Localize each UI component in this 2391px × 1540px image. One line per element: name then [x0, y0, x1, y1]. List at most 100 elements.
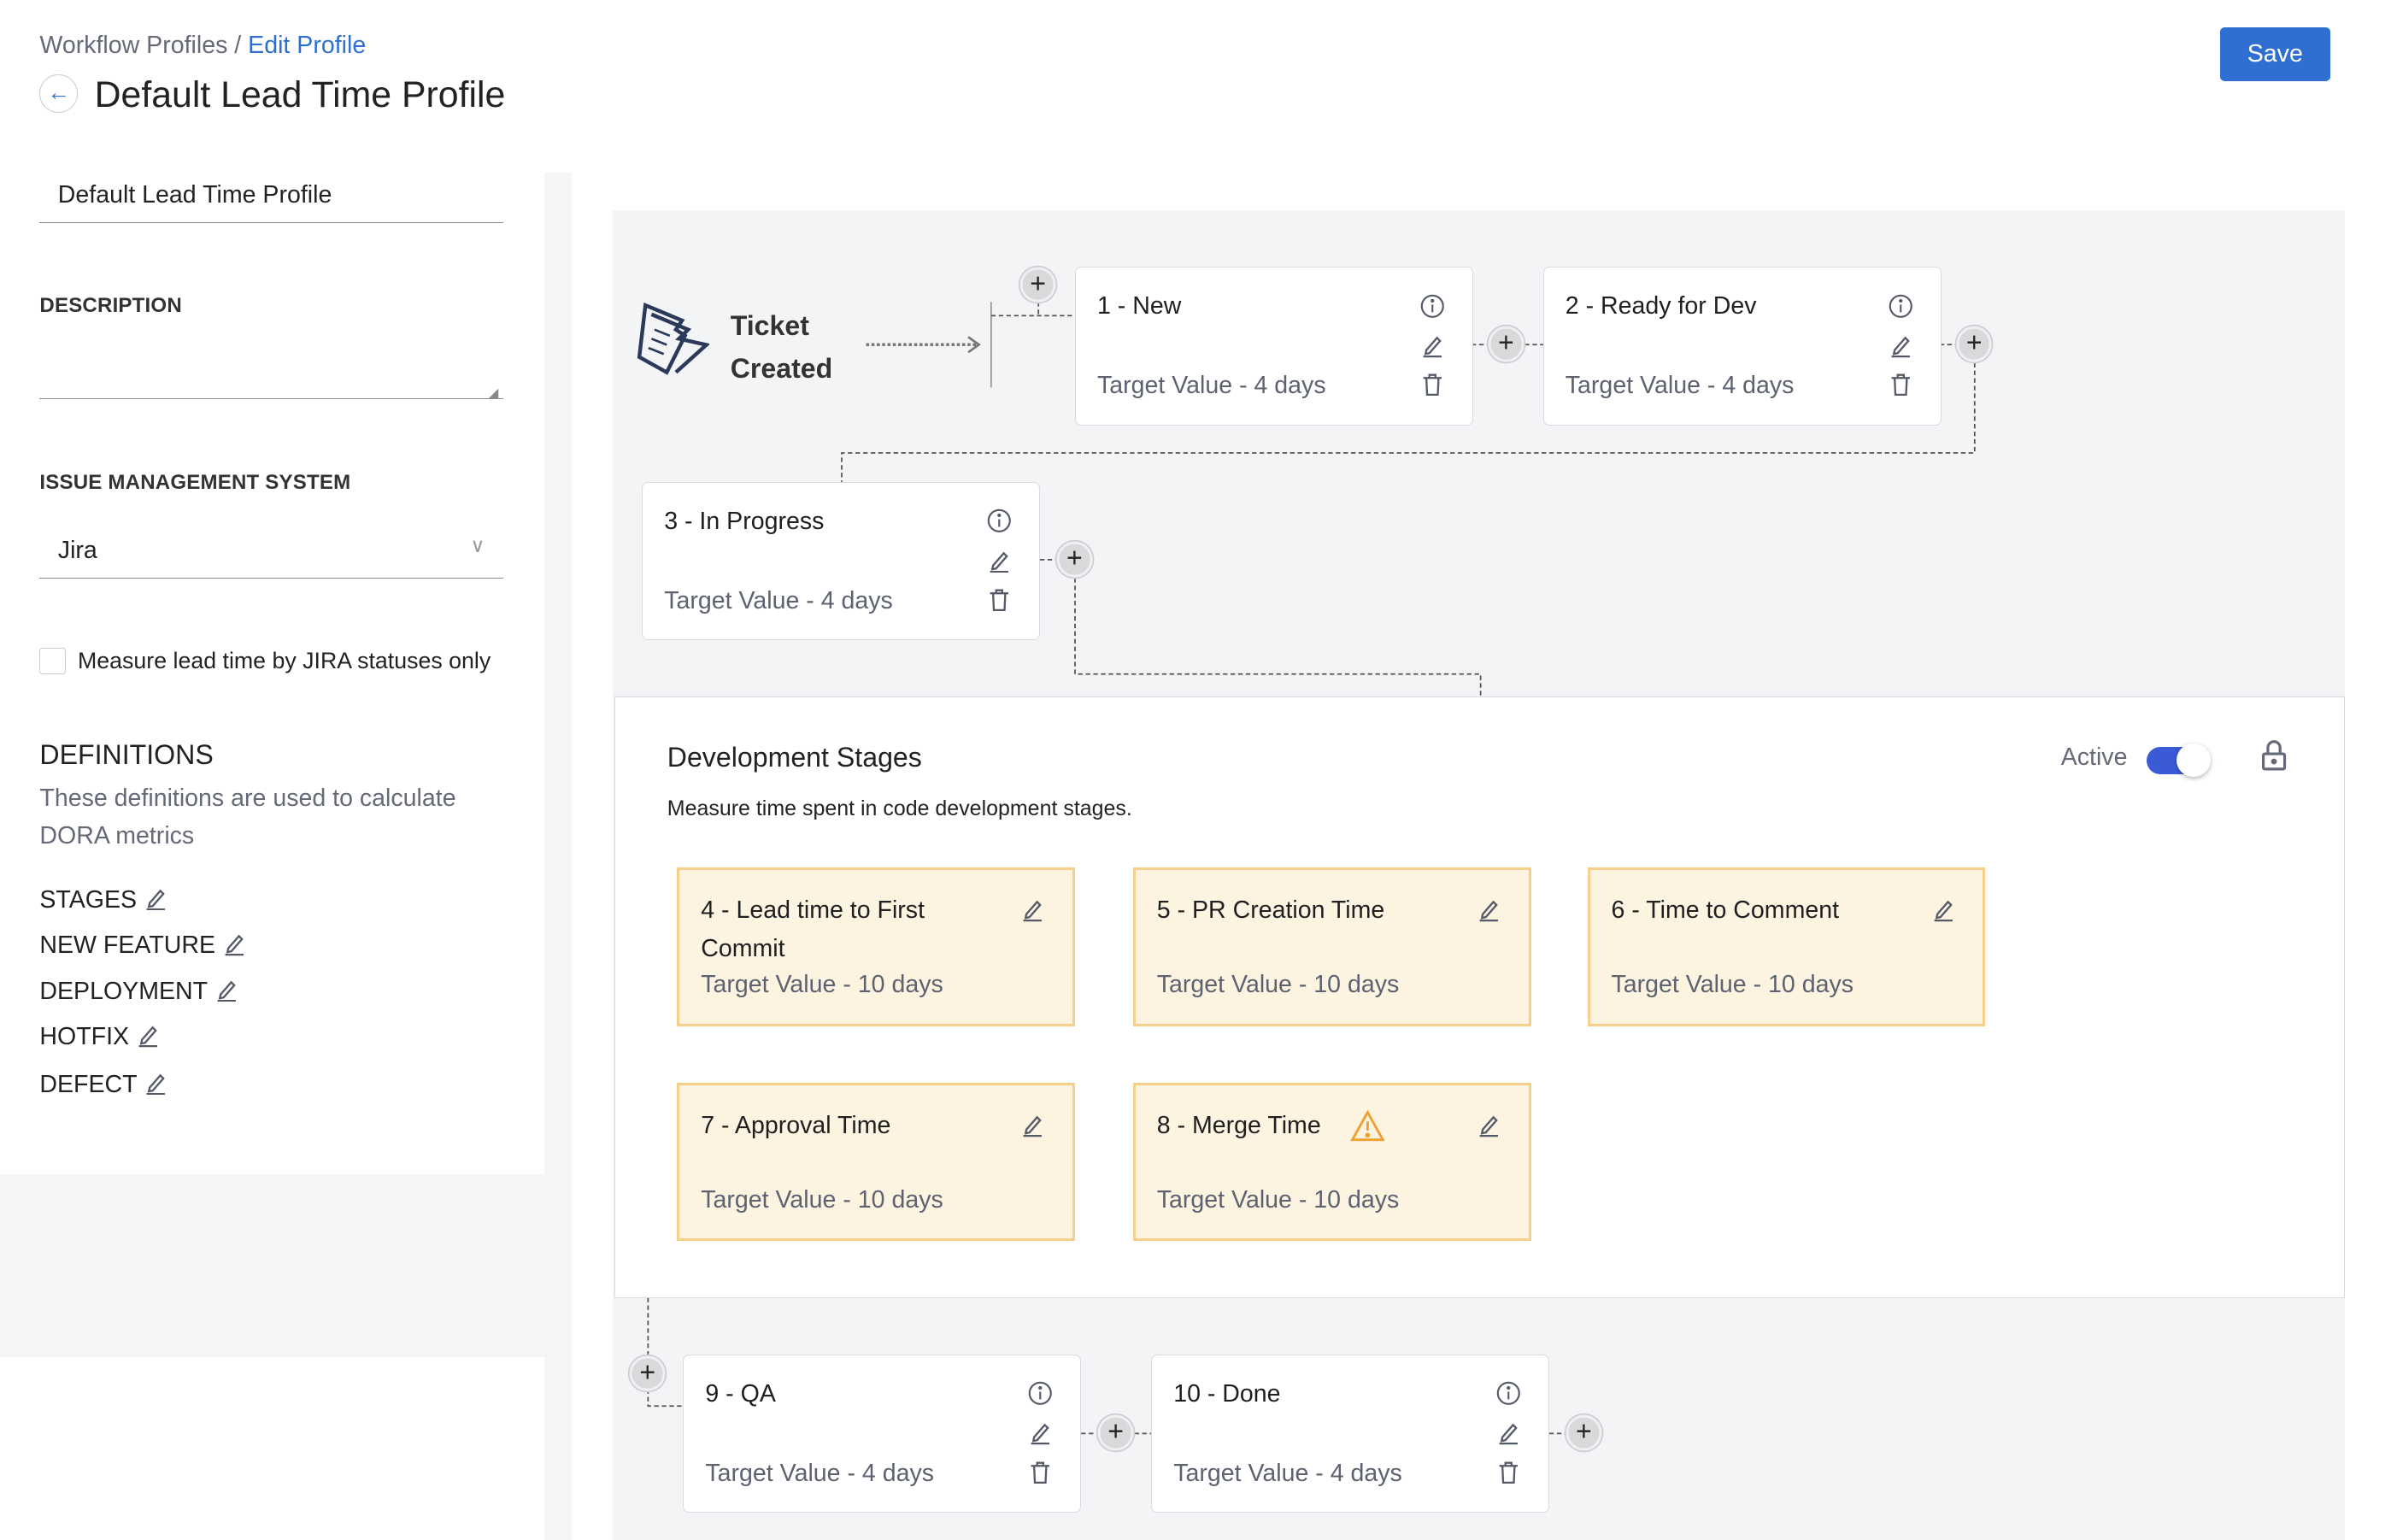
- pencil-icon[interactable]: [222, 932, 247, 963]
- left-panel-bg: [0, 1173, 573, 1358]
- pencil-icon[interactable]: [144, 886, 168, 918]
- add-stage-button[interactable]: +: [1097, 1414, 1134, 1451]
- trash-icon[interactable]: [1028, 1461, 1053, 1485]
- stage-title: 4 - Lead time to First Commit: [701, 896, 925, 962]
- add-stage-button[interactable]: +: [1956, 326, 1993, 362]
- pencil-icon[interactable]: [214, 978, 239, 1009]
- connector: [990, 302, 1076, 317]
- stage-card[interactable]: 9 - QA Target Value - 4 days: [683, 1354, 1082, 1514]
- dev-stages-title: Development Stages: [667, 742, 922, 773]
- stage-target: Target Value - 10 days: [1156, 1185, 1400, 1214]
- add-stage-button[interactable]: +: [629, 1355, 666, 1392]
- plus-icon: +: [1030, 267, 1046, 299]
- toggle-knob: [2177, 744, 2211, 778]
- definition-item[interactable]: DEPLOYMENT: [39, 978, 238, 1009]
- add-stage-button[interactable]: +: [1488, 326, 1524, 362]
- ticket-label: Ticket: [730, 309, 809, 341]
- trash-icon[interactable]: [1496, 1461, 1521, 1485]
- pencil-icon[interactable]: [987, 549, 1012, 573]
- dev-stage-card[interactable]: 5 - PR Creation Time Target Value - 10 d…: [1132, 867, 1531, 1026]
- dev-stage-card[interactable]: 7 - Approval Time Target Value - 10 days: [677, 1082, 1075, 1242]
- pencil-icon[interactable]: [1020, 1113, 1045, 1137]
- ticket-icon: [637, 302, 709, 375]
- pencil-icon[interactable]: [1477, 897, 1501, 922]
- back-button[interactable]: ←: [39, 74, 79, 114]
- definition-label: HOTFIX: [39, 1023, 130, 1051]
- definition-item[interactable]: STAGES: [39, 886, 167, 918]
- dev-stage-card[interactable]: 8 - Merge Time Target Value - 10 days: [1132, 1082, 1531, 1242]
- plus-icon: +: [1965, 326, 1983, 358]
- stage-target: Target Value - 10 days: [1156, 971, 1400, 999]
- add-stage-button[interactable]: +: [1019, 267, 1056, 303]
- definition-item[interactable]: NEW FEATURE: [39, 932, 246, 963]
- ticket-created-label: Ticket Created: [731, 305, 833, 391]
- stage-card[interactable]: 2 - Ready for Dev Target Value - 4 days: [1542, 267, 1942, 426]
- stage-card[interactable]: 10 - Done Target Value - 4 days: [1151, 1354, 1549, 1514]
- definitions-title: DEFINITIONS: [39, 739, 214, 771]
- definitions-description: These definitions are used to calculate …: [39, 784, 456, 850]
- start-arrow-head: [967, 336, 981, 354]
- created-label: Created: [730, 352, 833, 384]
- info-icon[interactable]: [1496, 1381, 1521, 1406]
- plus-icon: +: [639, 1356, 656, 1388]
- trash-icon[interactable]: [1889, 373, 1913, 397]
- active-label: Active: [2060, 744, 2128, 771]
- info-icon[interactable]: [1420, 294, 1445, 319]
- stage-target: Target Value - 10 days: [1611, 971, 1854, 999]
- dev-stage-card[interactable]: 6 - Time to Comment Target Value - 10 da…: [1587, 867, 1986, 1026]
- pencil-icon[interactable]: [1496, 1420, 1521, 1445]
- stage-title: 6 - Time to Comment: [1611, 896, 1840, 925]
- plus-icon: +: [1498, 326, 1514, 358]
- stage-title: 9 - QA: [705, 1379, 776, 1408]
- trash-icon[interactable]: [987, 588, 1012, 613]
- breadcrumb: Workflow Profiles / Edit Profile: [39, 32, 366, 60]
- trash-icon[interactable]: [1420, 373, 1445, 397]
- description-textarea[interactable]: [39, 328, 503, 399]
- stage-card[interactable]: 3 - In Progress Target Value - 4 days: [642, 481, 1040, 641]
- info-icon[interactable]: [1889, 294, 1913, 319]
- pencil-icon[interactable]: [1931, 897, 1956, 922]
- ims-select[interactable]: Jira ∨: [39, 534, 503, 579]
- breadcrumb-parent[interactable]: Workflow Profiles: [39, 32, 228, 60]
- definition-label: STAGES: [39, 885, 138, 914]
- pencil-icon[interactable]: [136, 1023, 161, 1055]
- ims-label: ISSUE MANAGEMENT SYSTEM: [39, 471, 351, 495]
- stage-title: 2 - Ready for Dev: [1565, 292, 1757, 320]
- stage-target: Target Value - 4 days: [705, 1459, 935, 1487]
- info-icon[interactable]: [987, 508, 1012, 533]
- resize-handle-icon: ◢: [488, 385, 499, 401]
- breadcrumb-current[interactable]: Edit Profile: [248, 32, 367, 60]
- save-button[interactable]: Save: [2220, 27, 2330, 81]
- description-label: DESCRIPTION: [39, 294, 182, 318]
- pencil-icon[interactable]: [1889, 333, 1913, 358]
- pencil-icon[interactable]: [1028, 1420, 1053, 1445]
- pencil-icon[interactable]: [144, 1071, 168, 1102]
- add-stage-button[interactable]: +: [1566, 1414, 1602, 1451]
- info-icon[interactable]: [1028, 1381, 1053, 1406]
- page-title: Default Lead Time Profile: [94, 74, 506, 116]
- definition-item[interactable]: HOTFIX: [39, 1023, 160, 1055]
- profile-name-input[interactable]: Default Lead Time Profile: [39, 181, 503, 223]
- jira-statuses-label: Measure lead time by JIRA statuses only: [78, 648, 491, 674]
- plus-icon: +: [1107, 1415, 1124, 1447]
- add-stage-button[interactable]: +: [1056, 541, 1093, 578]
- stage-target: Target Value - 10 days: [701, 1185, 943, 1214]
- stage-target: Target Value - 10 days: [701, 971, 943, 999]
- warning-icon: [1349, 1110, 1385, 1142]
- lock-icon[interactable]: [2260, 740, 2288, 771]
- pencil-icon[interactable]: [1020, 897, 1045, 922]
- pencil-icon[interactable]: [1420, 333, 1445, 358]
- breadcrumb-sep: /: [227, 32, 249, 60]
- connector: [1039, 558, 1482, 697]
- definition-item[interactable]: DEFECT: [39, 1071, 167, 1102]
- dev-stages-subtitle: Measure time spent in code development s…: [667, 796, 1132, 821]
- jira-statuses-checkbox[interactable]: [39, 648, 66, 674]
- stage-title: 10 - Done: [1173, 1379, 1281, 1408]
- definition-label: DEPLOYMENT: [39, 977, 208, 1005]
- active-toggle[interactable]: [2146, 744, 2211, 778]
- dev-stage-card[interactable]: 4 - Lead time to First Commit Target Val…: [677, 867, 1075, 1026]
- stage-title: 8 - Merge Time: [1156, 1111, 1321, 1139]
- pencil-icon[interactable]: [1477, 1113, 1501, 1137]
- definition-label: DEFECT: [39, 1070, 138, 1098]
- stage-card[interactable]: 1 - New Target Value - 4 days: [1075, 267, 1473, 426]
